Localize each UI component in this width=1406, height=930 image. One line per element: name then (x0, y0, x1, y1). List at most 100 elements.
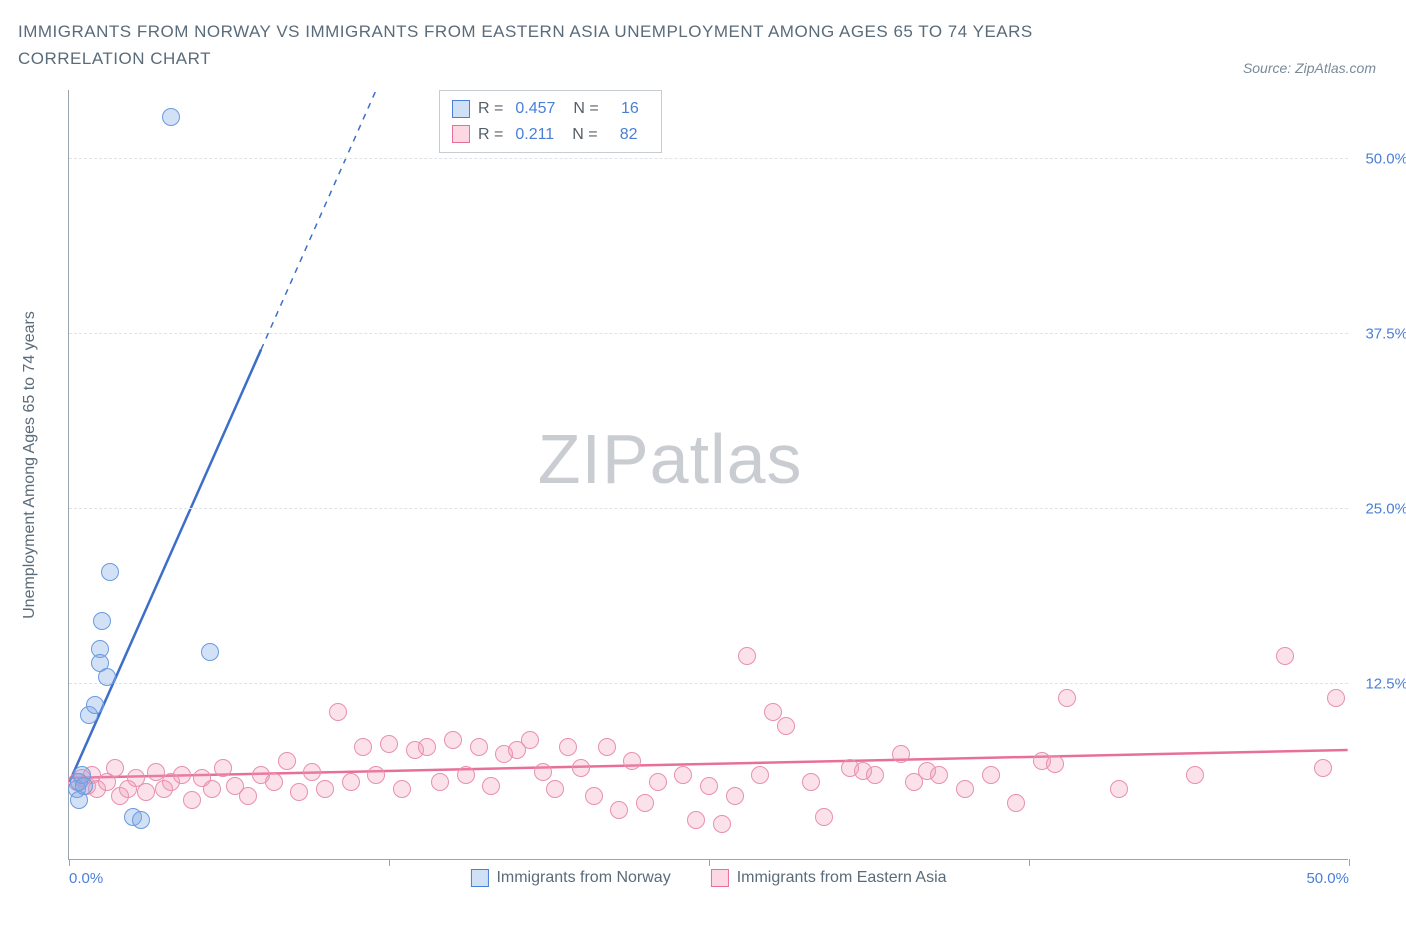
scatter-point (751, 766, 769, 784)
x-tick-label: 50.0% (1306, 870, 1349, 887)
scatter-point (290, 783, 308, 801)
scatter-point (203, 780, 221, 798)
scatter-point (75, 777, 93, 795)
scatter-point (98, 668, 116, 686)
scatter-point (162, 108, 180, 126)
title-line-2: CORRELATION CHART (18, 45, 1033, 72)
scatter-point (214, 759, 232, 777)
x-tick (389, 859, 390, 866)
swatch-icon (470, 869, 488, 887)
stat-value-n-a: 16 (611, 96, 639, 122)
scatter-point (354, 738, 372, 756)
scatter-point (393, 780, 411, 798)
scatter-point (132, 811, 150, 829)
title-line-1: IMMIGRANTS FROM NORWAY VS IMMIGRANTS FRO… (18, 18, 1033, 45)
scatter-point (137, 783, 155, 801)
y-tick-label: 25.0% (1365, 501, 1406, 518)
scatter-point (738, 647, 756, 665)
scatter-point (1186, 766, 1204, 784)
scatter-point (329, 703, 347, 721)
scatter-chart: ZIPatlas R = 0.457 N = 16 R = 0.211 N = … (68, 90, 1348, 860)
scatter-point (623, 752, 641, 770)
scatter-point (674, 766, 692, 784)
scatter-point (585, 787, 603, 805)
x-tick (709, 859, 710, 866)
stats-row-series-b: R = 0.211 N = 82 (452, 122, 649, 148)
stat-value-r-b: 0.211 (515, 122, 554, 148)
scatter-point (649, 773, 667, 791)
scatter-point (534, 763, 552, 781)
scatter-point (521, 731, 539, 749)
x-tick (1029, 859, 1030, 866)
scatter-point (316, 780, 334, 798)
stats-row-series-a: R = 0.457 N = 16 (452, 96, 649, 122)
scatter-point (380, 735, 398, 753)
stat-label-r: R = (478, 96, 503, 122)
scatter-point (418, 738, 436, 756)
scatter-point (982, 766, 1000, 784)
scatter-point (815, 808, 833, 826)
scatter-point (278, 752, 296, 770)
legend-label-b: Immigrants from Eastern Asia (737, 869, 947, 887)
gridline (69, 158, 1348, 159)
scatter-point (201, 643, 219, 661)
scatter-point (930, 766, 948, 784)
scatter-point (726, 787, 744, 805)
scatter-point (101, 563, 119, 581)
scatter-point (457, 766, 475, 784)
scatter-point (265, 773, 283, 791)
correlation-stats-box: R = 0.457 N = 16 R = 0.211 N = 82 (439, 90, 662, 153)
chart-title-block: IMMIGRANTS FROM NORWAY VS IMMIGRANTS FRO… (18, 18, 1033, 72)
stat-label-r: R = (478, 122, 503, 148)
scatter-point (482, 777, 500, 795)
swatch-icon (452, 125, 470, 143)
scatter-point (86, 696, 104, 714)
scatter-point (687, 811, 705, 829)
gridline (69, 333, 1348, 334)
legend-item-a: Immigrants from Norway (470, 869, 670, 887)
scatter-point (700, 777, 718, 795)
stat-value-r-a: 0.457 (515, 96, 555, 122)
scatter-point (598, 738, 616, 756)
scatter-point (636, 794, 654, 812)
scatter-point (342, 773, 360, 791)
x-tick (1349, 859, 1350, 866)
scatter-point (802, 773, 820, 791)
scatter-point (956, 780, 974, 798)
scatter-point (1327, 689, 1345, 707)
scatter-point (173, 766, 191, 784)
x-tick-label: 0.0% (69, 870, 103, 887)
y-tick-label: 37.5% (1365, 326, 1406, 343)
scatter-point (559, 738, 577, 756)
swatch-icon (711, 869, 729, 887)
scatter-point (1046, 755, 1064, 773)
scatter-point (444, 731, 462, 749)
gridline (69, 508, 1348, 509)
y-axis-title: Unemployment Among Ages 65 to 74 years (21, 311, 39, 619)
y-tick-label: 50.0% (1365, 151, 1406, 168)
legend-label-a: Immigrants from Norway (496, 869, 670, 887)
scatter-point (431, 773, 449, 791)
scatter-point (183, 791, 201, 809)
scatter-point (1058, 689, 1076, 707)
x-tick (69, 859, 70, 866)
swatch-icon (452, 100, 470, 118)
legend: Immigrants from Norway Immigrants from E… (470, 869, 946, 887)
scatter-point (546, 780, 564, 798)
legend-item-b: Immigrants from Eastern Asia (711, 869, 947, 887)
scatter-point (572, 759, 590, 777)
scatter-point (367, 766, 385, 784)
scatter-point (892, 745, 910, 763)
stat-label-n: N = (572, 122, 597, 148)
scatter-point (470, 738, 488, 756)
stat-label-n: N = (573, 96, 598, 122)
scatter-point (1110, 780, 1128, 798)
scatter-point (1276, 647, 1294, 665)
scatter-point (239, 787, 257, 805)
scatter-point (866, 766, 884, 784)
y-tick-label: 12.5% (1365, 676, 1406, 693)
scatter-point (1007, 794, 1025, 812)
scatter-point (93, 612, 111, 630)
trendline (261, 90, 376, 350)
scatter-point (1314, 759, 1332, 777)
